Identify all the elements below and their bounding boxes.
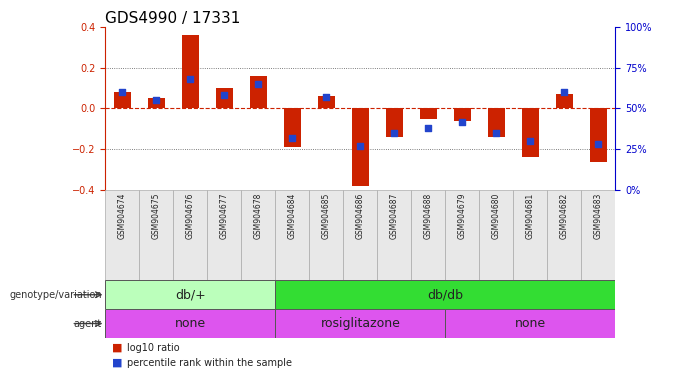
- Bar: [445, 309, 615, 338]
- Point: [559, 89, 570, 95]
- Bar: [454, 108, 471, 121]
- Bar: [445, 190, 479, 280]
- Point: [117, 89, 128, 95]
- Text: GDS4990 / 17331: GDS4990 / 17331: [105, 11, 241, 26]
- Text: GSM904680: GSM904680: [492, 193, 501, 239]
- Point: [389, 130, 400, 136]
- Bar: [343, 190, 377, 280]
- Text: GSM904675: GSM904675: [152, 193, 161, 239]
- Point: [525, 138, 536, 144]
- Bar: [105, 280, 275, 309]
- Point: [151, 97, 162, 103]
- Bar: [139, 190, 173, 280]
- Bar: [590, 108, 607, 162]
- Text: percentile rank within the sample: percentile rank within the sample: [127, 358, 292, 368]
- Text: GSM904683: GSM904683: [594, 193, 603, 239]
- Text: rosiglitazone: rosiglitazone: [320, 317, 401, 330]
- Text: GSM904681: GSM904681: [526, 193, 535, 239]
- Bar: [488, 108, 505, 137]
- Text: none: none: [175, 317, 206, 330]
- Bar: [173, 190, 207, 280]
- Text: db/+: db/+: [175, 288, 206, 301]
- Text: GSM904687: GSM904687: [390, 193, 399, 239]
- Bar: [513, 190, 547, 280]
- Bar: [241, 190, 275, 280]
- Bar: [318, 96, 335, 108]
- Text: GSM904674: GSM904674: [118, 193, 127, 239]
- Bar: [216, 88, 233, 108]
- Bar: [547, 190, 581, 280]
- Point: [219, 92, 230, 98]
- Bar: [411, 190, 445, 280]
- Text: log10 ratio: log10 ratio: [127, 343, 180, 353]
- Text: agent: agent: [73, 318, 102, 329]
- Text: GSM904678: GSM904678: [254, 193, 263, 239]
- Text: genotype/variation: genotype/variation: [10, 290, 102, 300]
- Point: [253, 81, 264, 87]
- Text: db/db: db/db: [428, 288, 463, 301]
- Text: GSM904679: GSM904679: [458, 193, 467, 239]
- Bar: [275, 280, 615, 309]
- Point: [457, 118, 468, 124]
- Text: GSM904686: GSM904686: [356, 193, 365, 239]
- Point: [321, 94, 332, 100]
- Text: GSM904685: GSM904685: [322, 193, 331, 239]
- Bar: [377, 190, 411, 280]
- Bar: [479, 190, 513, 280]
- Text: GSM904682: GSM904682: [560, 193, 569, 239]
- Bar: [275, 309, 445, 338]
- Text: GSM904684: GSM904684: [288, 193, 297, 239]
- Bar: [182, 35, 199, 108]
- Point: [287, 135, 298, 141]
- Bar: [207, 190, 241, 280]
- Text: ■: ■: [112, 358, 122, 368]
- Bar: [275, 190, 309, 280]
- Bar: [250, 76, 267, 108]
- Bar: [556, 94, 573, 108]
- Text: GSM904677: GSM904677: [220, 193, 229, 239]
- Bar: [105, 190, 139, 280]
- Bar: [148, 98, 165, 108]
- Point: [185, 76, 196, 82]
- Text: GSM904676: GSM904676: [186, 193, 195, 239]
- Point: [491, 130, 502, 136]
- Bar: [105, 309, 275, 338]
- Bar: [309, 190, 343, 280]
- Point: [355, 143, 366, 149]
- Text: GSM904688: GSM904688: [424, 193, 433, 239]
- Point: [593, 141, 604, 147]
- Text: ■: ■: [112, 343, 122, 353]
- Bar: [420, 108, 437, 119]
- Bar: [352, 108, 369, 186]
- Bar: [386, 108, 403, 137]
- Text: none: none: [515, 317, 546, 330]
- Bar: [581, 190, 615, 280]
- Bar: [522, 108, 539, 157]
- Bar: [284, 108, 301, 147]
- Bar: [114, 92, 131, 108]
- Point: [423, 125, 434, 131]
